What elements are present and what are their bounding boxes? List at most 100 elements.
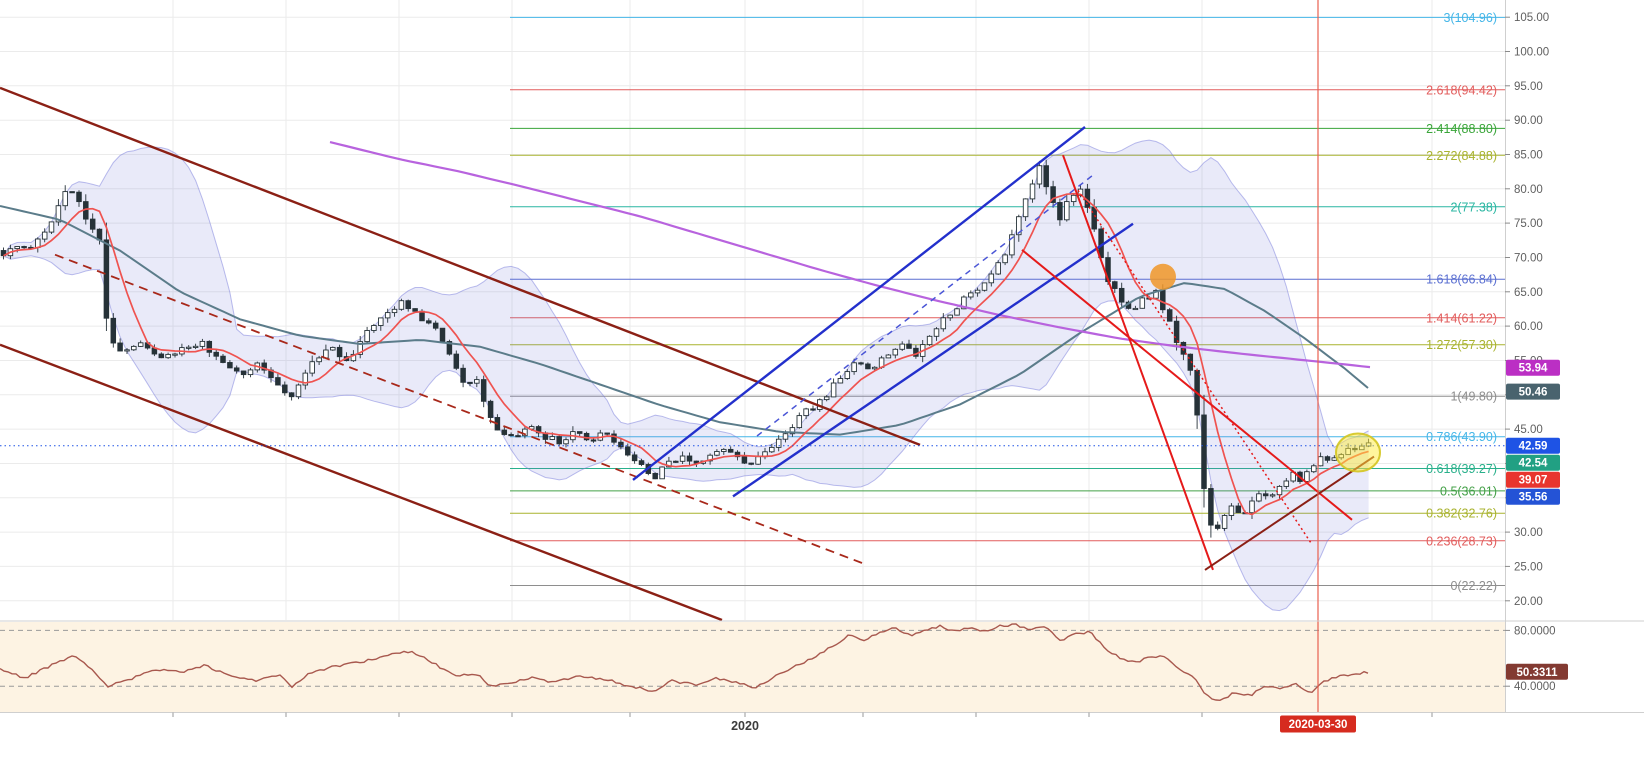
candle-body (137, 342, 144, 347)
ma-long-line (329, 141, 1371, 369)
candle-body (110, 317, 117, 344)
candle-body (364, 330, 370, 343)
candle-body (604, 432, 610, 435)
candle-body (954, 308, 960, 316)
candle-body (192, 345, 199, 348)
candle-body (240, 370, 247, 376)
candle-body (1057, 202, 1063, 221)
candle-body (988, 273, 995, 284)
trend-line (1021, 249, 1353, 521)
candle-body (1269, 494, 1276, 497)
candle-body (755, 456, 761, 465)
price-badge (1506, 437, 1560, 454)
fib-label: 3(104.96) (1443, 11, 1497, 25)
date-badge-label: 2020-03-30 (1289, 719, 1348, 731)
candle-body (419, 310, 425, 322)
candle-body (638, 460, 645, 465)
fib-label: 1(49.80) (1450, 390, 1497, 404)
candle-body (515, 435, 521, 438)
candle-body (830, 382, 837, 398)
candle-body (1317, 456, 1324, 467)
candle-body (185, 346, 192, 349)
candle-body (172, 353, 178, 356)
candle-body (199, 340, 206, 347)
candle-body (1050, 186, 1056, 203)
candle-body (487, 400, 494, 418)
candle-body (21, 246, 27, 249)
fib-label: 0.382(32.76) (1426, 507, 1497, 521)
candle-body (131, 345, 137, 351)
fib-label: 2.414(88.80) (1426, 122, 1497, 136)
price-tick-label: 25.00 (1514, 561, 1543, 573)
candle-body (734, 451, 741, 458)
candle-body (810, 408, 816, 411)
candle-body (851, 362, 857, 373)
candle-body (398, 300, 405, 310)
rsi-badge-label: 50.3311 (1517, 667, 1559, 679)
candle-body (62, 191, 68, 207)
candle-body (871, 366, 878, 370)
candle-body (727, 448, 734, 453)
candle-body (1064, 201, 1070, 221)
fib-label: 1.414(61.22) (1426, 311, 1497, 325)
candle-body (1166, 309, 1173, 322)
rsi-badge (1506, 663, 1568, 680)
candle-body (782, 433, 789, 440)
candle-body (899, 343, 905, 350)
candle-body (652, 472, 658, 480)
candle-body (1132, 307, 1139, 311)
candle-body (89, 218, 96, 230)
rsi-tick-label: 80.0000 (1514, 625, 1556, 637)
trend-line (0, 343, 723, 622)
ma-fast-line (3, 192, 1369, 516)
candle-body (844, 371, 851, 379)
rsi-line (0, 623, 1369, 702)
candle-body (1214, 524, 1221, 529)
price-tick-label: 100.00 (1514, 47, 1549, 59)
candle-body (865, 363, 871, 370)
candle-body (76, 191, 82, 203)
price-axis[interactable]: 105.00 100.00 95.00 90.00 85.00 80.00 75.00 70.… (1505, 12, 1568, 693)
candle-body (837, 378, 844, 384)
candle-body (1304, 471, 1310, 482)
fib-label: 2.618(94.42) (1426, 83, 1497, 97)
candle-body (350, 353, 357, 362)
price-tick-label: 105.00 (1514, 12, 1549, 24)
candle-body (233, 367, 240, 372)
candle-body (432, 322, 439, 329)
candle-body (1153, 289, 1159, 299)
fib-label: 0.618(39.27) (1426, 462, 1497, 476)
candle-body (789, 427, 796, 435)
price-badge-label: 53.94 (1519, 363, 1548, 375)
candle-body (1256, 493, 1262, 502)
candle-body (309, 361, 315, 374)
candle-body (576, 431, 583, 434)
candle-body (1022, 198, 1029, 218)
candle-body (295, 384, 302, 398)
candle-body (686, 455, 693, 462)
candle-body (480, 379, 487, 402)
candle-body (261, 362, 267, 371)
candle-body (316, 357, 322, 363)
candle-body (467, 381, 473, 384)
fib-label: 1.618(66.84) (1426, 273, 1497, 287)
time-axis[interactable] (172, 712, 1433, 718)
gridlines (0, 0, 1505, 620)
price-tick-label: 90.00 (1514, 115, 1543, 127)
candle-body (1221, 515, 1228, 529)
candle-body (55, 205, 62, 223)
candle-body (357, 341, 363, 355)
ma-mid-line (0, 205, 1369, 436)
candle-body (227, 362, 233, 369)
candle-body (995, 262, 1001, 275)
candle-body (446, 341, 453, 355)
candle-body (611, 433, 617, 443)
price-tick-label: 20.00 (1514, 596, 1543, 608)
candle-body (796, 415, 803, 429)
candle-body (1091, 206, 1097, 230)
price-tick-label: 95.00 (1514, 81, 1543, 93)
candle-body (69, 191, 75, 194)
date-badge-bg (1280, 715, 1356, 733)
fib-label: 0.236(28.73) (1426, 534, 1497, 548)
